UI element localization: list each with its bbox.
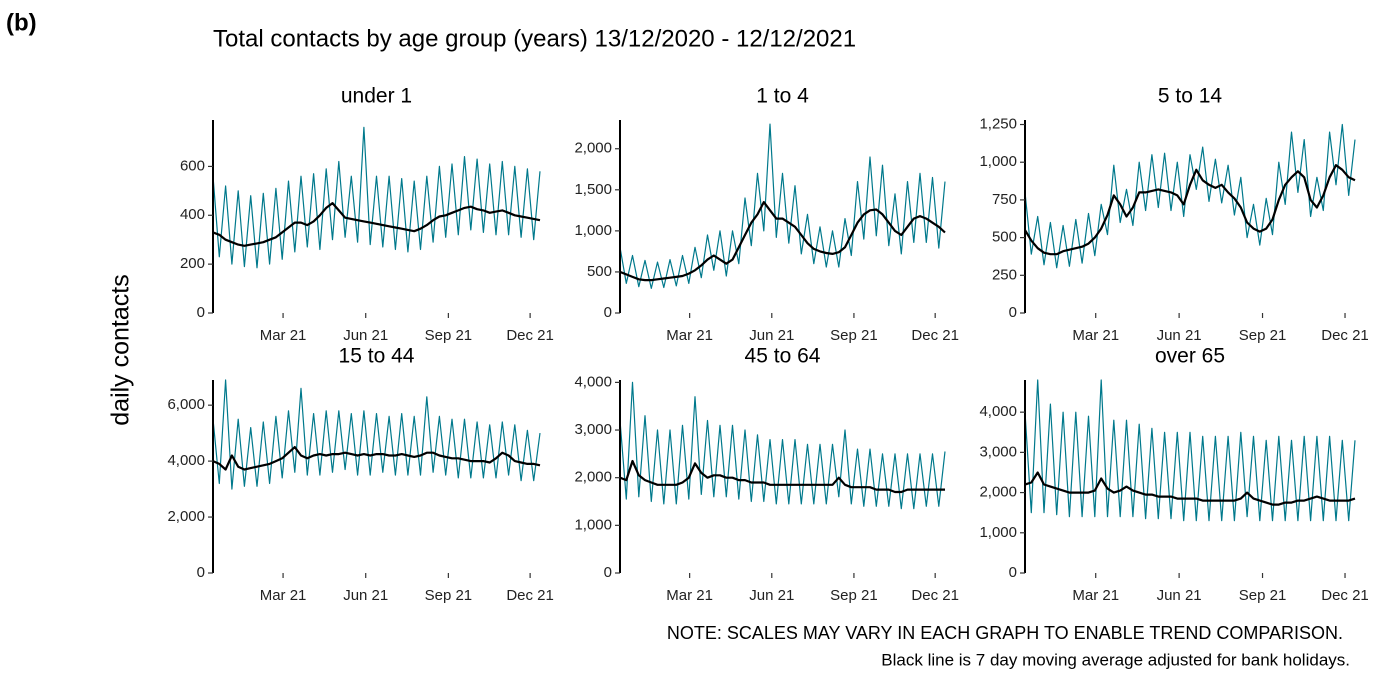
x-tick-label: Sep 21 [830, 327, 878, 344]
facet-title: under 1 [341, 85, 412, 108]
facet-title: over 65 [1155, 345, 1225, 368]
y-tick-label: 200 [180, 255, 205, 272]
note: NOTE: SCALES MAY VARY IN EACH GRAPH TO E… [667, 623, 1343, 643]
y-tick-label: 500 [992, 229, 1017, 246]
figure-title: Total contacts by age group (years) 13/1… [213, 25, 856, 52]
y-tick-label: 0 [197, 564, 205, 581]
y-tick-label: 1,500 [574, 181, 612, 198]
plot [621, 123, 946, 289]
y-tick-label: 2,000 [979, 484, 1017, 501]
y-tick-label: 2,000 [574, 140, 612, 157]
y-tick-label: 1,000 [574, 516, 612, 533]
x-tick-label: Jun 21 [1157, 327, 1202, 344]
note: Black line is 7 day moving average adjus… [881, 650, 1350, 669]
x-tick-label: Mar 21 [666, 587, 713, 604]
y-tick-label: 3,000 [574, 421, 612, 438]
series-line [621, 459, 945, 494]
series-line [1026, 379, 1356, 522]
y-tick-label: 0 [1009, 304, 1017, 321]
y-tick-label: 250 [992, 266, 1017, 283]
x-tick-label: Jun 21 [749, 327, 794, 344]
x-tick-label: Dec 21 [911, 327, 959, 344]
y-tick-label: 4,000 [574, 373, 612, 390]
x-tick-label: Mar 21 [666, 327, 713, 344]
series-line [214, 202, 541, 247]
x-tick-label: Jun 21 [343, 327, 388, 344]
x-tick-label: Sep 21 [425, 327, 473, 344]
x-tick-label: Dec 21 [1321, 327, 1369, 344]
facet: under 1 0 200 400 600 Mar 21 Jun 21 Sep 21 Dec 2… [180, 85, 554, 344]
series-line [214, 446, 541, 471]
series-line [621, 123, 946, 289]
x-tick-label: Dec 21 [911, 587, 959, 604]
y-axis-label: daily contacts [107, 274, 135, 425]
series-line [1026, 123, 1356, 269]
y-tick-label: 750 [992, 191, 1017, 208]
facet: 45 to 64 0 1,000 2,000 3,000 4,000 Mar 21 Jun 2… [574, 345, 958, 604]
plot [214, 126, 541, 269]
facet-title: 5 to 14 [1158, 85, 1223, 108]
facet-title: 1 to 4 [756, 85, 809, 108]
x-tick-label: Jun 21 [749, 587, 794, 604]
x-tick-label: Dec 21 [1321, 587, 1369, 604]
y-tick-label: 3,000 [979, 443, 1017, 460]
y-tick-label: 600 [180, 157, 205, 174]
x-tick-label: Sep 21 [425, 587, 473, 604]
facet-title: 15 to 44 [339, 345, 415, 368]
plot [1026, 123, 1356, 269]
plot [621, 381, 946, 510]
x-tick-label: Mar 21 [260, 327, 307, 344]
y-tick-label: 1,250 [979, 115, 1017, 132]
x-tick-label: Sep 21 [1239, 587, 1287, 604]
y-tick-label: 4,000 [979, 403, 1017, 420]
plot [1026, 379, 1356, 522]
x-tick-label: Mar 21 [1072, 327, 1119, 344]
x-tick-label: Jun 21 [343, 587, 388, 604]
plot [214, 379, 541, 490]
y-tick-label: 500 [587, 263, 612, 280]
panel-label: (b) [6, 9, 37, 36]
y-tick-label: 6,000 [167, 396, 205, 413]
y-tick-label: 4,000 [167, 452, 205, 469]
x-tick-label: Jun 21 [1157, 587, 1202, 604]
series-line [621, 201, 946, 282]
series-line [214, 126, 541, 269]
x-tick-label: Sep 21 [1239, 327, 1287, 344]
y-tick-label: 0 [604, 304, 612, 321]
series-line [1026, 164, 1356, 256]
facet: 1 to 4 0 500 1,000 1,500 2,000 Mar 21 Jun 21 Sep… [574, 85, 958, 344]
y-tick-label: 2,000 [574, 469, 612, 486]
facet: 5 to 14 0 250 500 750 1,000 1,250 Mar 21 Jun 21 S… [979, 85, 1368, 344]
series-line [214, 379, 541, 490]
series-line [621, 381, 946, 510]
facet-title: 45 to 64 [745, 345, 821, 368]
facet: over 65 0 1,000 2,000 3,000 4,000 Mar 21 Jun 21… [979, 345, 1368, 604]
x-tick-label: Dec 21 [506, 587, 554, 604]
x-tick-label: Dec 21 [506, 327, 554, 344]
y-tick-label: 400 [180, 206, 205, 223]
y-tick-label: 0 [604, 564, 612, 581]
series-line [1026, 471, 1356, 506]
y-tick-label: 2,000 [167, 508, 205, 525]
y-tick-label: 1,000 [979, 524, 1017, 541]
x-tick-label: Sep 21 [830, 587, 878, 604]
y-tick-label: 1,000 [574, 222, 612, 239]
x-tick-label: Mar 21 [1072, 587, 1119, 604]
y-tick-label: 0 [197, 304, 205, 321]
x-tick-label: Mar 21 [260, 587, 307, 604]
y-tick-label: 1,000 [979, 153, 1017, 170]
facet: 15 to 44 0 2,000 4,000 6,000 Mar 21 Jun 21 Sep … [167, 345, 553, 604]
y-tick-label: 0 [1009, 564, 1017, 581]
